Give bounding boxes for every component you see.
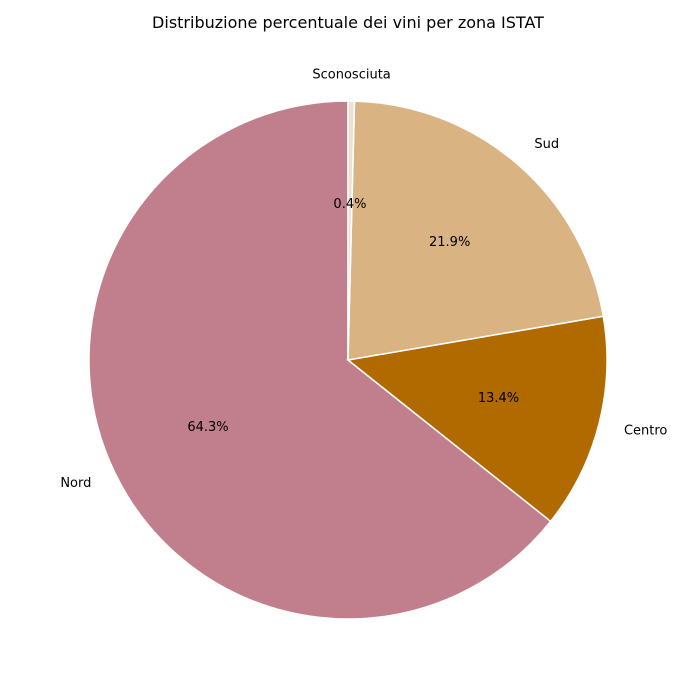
pct-label-sud: 21.9% bbox=[429, 235, 470, 250]
pie-slice-centro bbox=[346, 315, 608, 523]
pie-slice-sconosciuta bbox=[347, 100, 356, 361]
slice-label-sud: Sud bbox=[534, 137, 559, 152]
pct-label-nord: 64.3% bbox=[187, 420, 228, 435]
pie-labels: Nord 64.3% Centro 13.4% Sud 21.9% Sconosciuta 0… bbox=[60, 68, 667, 492]
chart-title: Distribuzione percentuale dei vini per z… bbox=[152, 13, 544, 32]
pie-slice-nord bbox=[88, 100, 552, 620]
pct-label-sconosciuta: 0.4% bbox=[333, 197, 366, 212]
pie-slices bbox=[88, 100, 608, 620]
slice-label-centro: Centro bbox=[624, 423, 667, 438]
pct-label-centro: 13.4% bbox=[478, 391, 519, 406]
slice-label-sconosciuta: Sconosciuta bbox=[312, 68, 390, 83]
pie-slice-sud bbox=[347, 100, 605, 361]
slice-label-nord: Nord bbox=[60, 476, 91, 491]
